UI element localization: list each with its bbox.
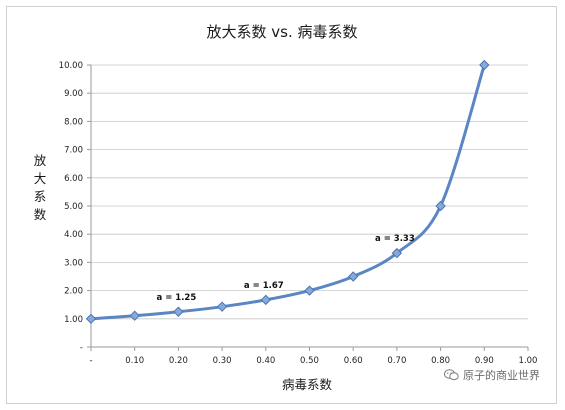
chart-frame: - 1.00 2.00 3.00 4.00 5.00 6.00 7.00 8.00 9.00 10.…: [6, 6, 557, 404]
data-point: [216, 301, 228, 312]
y-tick-label: 6.00: [64, 174, 83, 184]
y-tick-label: 3.00: [64, 258, 83, 268]
x-tick-label: 0.80: [431, 356, 450, 366]
y-tick-label: 8.00: [64, 117, 83, 127]
chart-title: 放大系数 vs. 病毒系数: [207, 23, 358, 41]
watermark-text: 原子的商业世界: [463, 369, 540, 382]
y-axis-title-char: 系: [34, 189, 47, 204]
data-point: [260, 294, 272, 306]
y-tick-label: -: [80, 343, 83, 353]
data-markers: [85, 59, 490, 325]
x-tick-label: 0.30: [213, 356, 232, 366]
y-tick-label: 2.00: [64, 287, 83, 297]
y-axis-title-char: 数: [34, 207, 47, 222]
y-tick-label: 10.00: [59, 61, 83, 71]
data-point: [173, 306, 184, 317]
chart: - 1.00 2.00 3.00 4.00 5.00 6.00 7.00 8.00 9.00 10.…: [34, 23, 538, 392]
data-point: [435, 200, 446, 212]
data-point: [129, 310, 140, 321]
gridlines: [91, 64, 528, 320]
annotation-label: a = 3.33: [375, 234, 415, 244]
x-tick-label: 0.40: [256, 356, 275, 366]
x-tick-label: 0.90: [475, 356, 494, 366]
x-tick-label: 0.10: [125, 356, 144, 366]
annotations: a = 1.25 a = 1.67 a = 3.33: [157, 234, 415, 303]
annotation-label: a = 1.25: [157, 293, 197, 303]
y-tick-label: 5.00: [64, 202, 83, 212]
x-tick-label: 1.00: [519, 356, 538, 366]
watermark: 原子的商业世界: [444, 367, 540, 383]
y-tick-label: 4.00: [64, 230, 83, 240]
x-tick-label: 0.60: [344, 356, 363, 366]
data-point: [347, 271, 359, 282]
y-tick-label: 1.00: [64, 315, 83, 325]
x-axis-title: 病毒系数: [282, 377, 333, 392]
y-axis-title: 放大系数: [34, 153, 47, 222]
x-tick-label: 0.50: [300, 356, 319, 366]
y-axis-title-char: 放: [34, 153, 47, 168]
data-point: [304, 285, 315, 296]
data-point: [85, 313, 97, 325]
wechat-icon: [444, 369, 459, 381]
y-tick-label: 7.00: [64, 146, 83, 156]
annotation-label: a = 1.67: [244, 281, 284, 291]
data-point: [479, 59, 490, 71]
data-point: [391, 247, 403, 259]
axes: [87, 64, 529, 351]
series-line: [89, 63, 486, 321]
x-tick-label: -: [89, 356, 92, 366]
y-tick-label: 9.00: [64, 89, 83, 99]
tick-labels: - 1.00 2.00 3.00 4.00 5.00 6.00 7.00 8.00 9.00 10.…: [59, 61, 538, 366]
x-tick-label: 0.20: [169, 356, 188, 366]
y-axis-title-char: 大: [34, 171, 47, 186]
x-tick-label: 0.70: [387, 356, 406, 366]
